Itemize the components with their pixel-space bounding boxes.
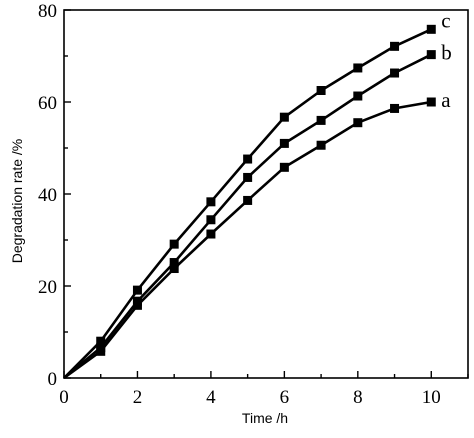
data-point (96, 343, 106, 353)
data-point (243, 154, 253, 164)
data-point (206, 229, 216, 239)
y-axis-label: Degradation rate /% (9, 139, 25, 264)
x-tick-label: 10 (422, 387, 441, 408)
data-point (316, 140, 326, 150)
data-point (169, 258, 179, 268)
data-point (279, 162, 289, 172)
y-tick-label: 40 (38, 185, 57, 206)
x-tick-label: 6 (280, 387, 290, 408)
x-tick-label: 4 (206, 387, 216, 408)
series-line (63, 100, 432, 380)
series-a: a (63, 88, 451, 380)
data-point (206, 215, 216, 225)
data-point (426, 97, 436, 107)
data-point (279, 138, 289, 148)
data-point (243, 172, 253, 182)
x-tick-label: 0 (59, 387, 69, 408)
data-point (390, 103, 400, 113)
data-point (132, 296, 142, 306)
data-point (390, 41, 400, 51)
data-point (132, 285, 142, 295)
data-point (169, 264, 179, 274)
data-point (316, 115, 326, 125)
data-point (426, 24, 436, 34)
series-layer: abc (63, 8, 452, 380)
series-label-b: b (441, 41, 452, 65)
data-point (243, 195, 253, 205)
data-point (353, 118, 363, 128)
data-point (426, 50, 436, 60)
data-point (390, 68, 400, 78)
data-point (316, 86, 326, 95)
data-point (279, 112, 289, 122)
series-b: b (63, 41, 452, 380)
x-tick-label: 2 (133, 387, 143, 408)
series-label-c: c (441, 8, 450, 32)
y-tick-label: 0 (48, 369, 58, 390)
data-point (353, 63, 363, 73)
series-c: c (63, 8, 451, 379)
series-label-a: a (441, 88, 451, 112)
data-point (353, 91, 363, 101)
data-point (206, 197, 216, 207)
data-point (169, 239, 179, 249)
y-tick-label: 60 (38, 93, 57, 114)
x-axis-label: Time /h (242, 410, 288, 426)
x-tick-label: 8 (353, 387, 363, 408)
data-point (96, 336, 106, 346)
axes: 0 2 4 6 8 10 0 20 40 60 80 (38, 1, 469, 408)
y-tick-label: 20 (38, 277, 57, 298)
y-tick-label: 80 (38, 1, 57, 22)
